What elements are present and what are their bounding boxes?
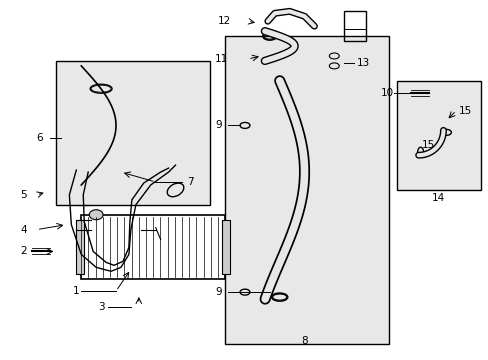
Bar [396, 81, 480, 190]
Text: 11: 11 [214, 54, 228, 64]
Text: 3: 3 [98, 302, 104, 312]
Bar [56, 61, 210, 205]
Text: 9: 9 [215, 287, 222, 297]
Text: 9: 9 [215, 121, 222, 130]
Text: 12: 12 [218, 16, 231, 26]
Bar [76, 220, 84, 274]
Text: 15: 15 [457, 105, 470, 116]
Text: 2: 2 [20, 247, 27, 256]
Text: 6: 6 [36, 133, 43, 143]
Text: 5: 5 [20, 190, 27, 200]
Text: 7: 7 [187, 177, 193, 187]
Ellipse shape [89, 210, 103, 220]
Text: 4: 4 [20, 225, 27, 235]
Text: 13: 13 [356, 58, 369, 68]
Text: 8: 8 [301, 336, 307, 346]
Bar [222, 220, 230, 274]
Bar [81, 215, 224, 279]
Text: 14: 14 [431, 193, 444, 203]
Bar [224, 36, 388, 344]
Text: 1: 1 [73, 286, 79, 296]
Bar [344, 11, 366, 41]
Text: 15: 15 [421, 140, 434, 150]
Text: 10: 10 [380, 88, 393, 98]
